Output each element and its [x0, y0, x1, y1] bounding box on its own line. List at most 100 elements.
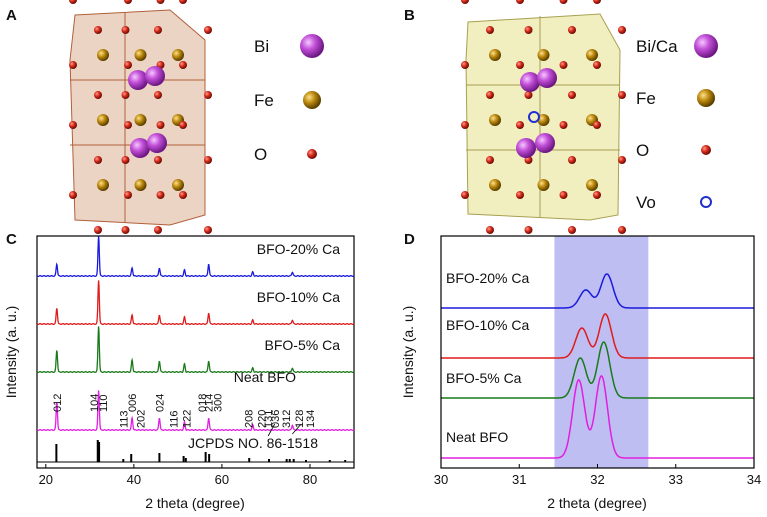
hkl-label: 036: [270, 410, 282, 428]
o-atom: [559, 0, 568, 4]
panel-c-plot: BFO-20% Ca BFO-10% Ca BFO-5% Ca Neat BFO JCP…: [36, 236, 355, 487]
xrd-line-bfo-10-ca: [36, 280, 355, 326]
hkl-label: 220: [257, 410, 269, 428]
o-atom: [568, 156, 576, 164]
o-atom: [121, 226, 130, 234]
panel-a-label: A: [6, 7, 17, 24]
o-atom: [154, 156, 162, 164]
panel-d-plot: BFO-20% Ca BFO-10% Ca BFO-5% Ca Neat BFO 30 3…: [434, 236, 761, 487]
o-atom: [524, 156, 533, 164]
panel-a: A Bi Fe O: [6, 0, 324, 234]
o-atom: [593, 191, 601, 199]
o-atom: [461, 0, 469, 4]
panel-d-label: D: [404, 231, 415, 248]
o-atom: [593, 121, 601, 129]
o-atom: [124, 0, 132, 4]
legend-symbol-bi: [300, 34, 324, 58]
o-atom: [559, 121, 568, 129]
panel-b-label: B: [404, 7, 415, 24]
panel-c-ylabel: Intensity (a. u.): [3, 306, 19, 399]
o-atom: [156, 121, 165, 129]
o-atom: [121, 26, 130, 34]
o-atom: [94, 156, 102, 164]
hkl-label: 134: [305, 410, 317, 428]
legend-symbol-o: [307, 149, 317, 159]
x-tick-label: 80: [303, 472, 317, 487]
series-label: BFO-5% Ca: [446, 370, 522, 386]
hkl-label: 214: [204, 394, 216, 412]
hkl-label: 012: [52, 394, 64, 412]
hkl-label: 208: [243, 410, 255, 428]
panel-b: B Bi/Ca Fe O Vo: [404, 0, 718, 234]
o-atom: [124, 121, 132, 129]
panel-c: C BFO-20% Ca BFO-10% Ca BFO-5% Ca Neat BFO J…: [3, 231, 355, 511]
fe-atom: [537, 49, 550, 61]
fe-atom: [97, 114, 109, 126]
x-tick-label: 33: [669, 472, 683, 487]
legend-label-bica: Bi/Ca: [636, 37, 678, 56]
o-atom: [179, 61, 187, 69]
panel-c-frame: [36, 235, 355, 469]
legend-symbol-bica: [694, 34, 718, 58]
crystal-structure-b: [461, 0, 626, 234]
o-atom: [568, 91, 576, 99]
o-atom: [154, 26, 162, 34]
o-atom: [156, 0, 165, 4]
zoom-line-bfo-20-ca: [441, 273, 754, 309]
o-atom: [486, 226, 494, 234]
o-atom: [593, 0, 601, 4]
hkl-arrow: [292, 423, 302, 435]
legend-label-fe: Fe: [636, 89, 656, 108]
fe-atom: [537, 179, 550, 191]
o-atom: [124, 61, 132, 69]
o-atom: [618, 156, 626, 164]
legend-label-o: O: [254, 145, 267, 164]
fe-atom: [97, 49, 109, 61]
o-atom: [179, 121, 187, 129]
hkl-label: 312: [281, 410, 293, 428]
o-atom: [461, 61, 469, 69]
o-atom: [524, 26, 533, 34]
x-tick-label: 60: [215, 472, 229, 487]
o-atom: [461, 191, 469, 199]
hkl-label: 024: [154, 394, 166, 412]
fe-atom: [172, 49, 184, 61]
fe-atom: [134, 114, 147, 126]
hkl-label: 110: [98, 394, 110, 412]
series-label: BFO-10% Ca: [446, 317, 529, 333]
legend-symbol-fe: [303, 91, 321, 109]
xrd-line-neat-bfo: [36, 390, 355, 432]
o-atom: [154, 226, 162, 234]
o-atom: [568, 26, 576, 34]
hkl-arrow: [267, 423, 276, 437]
hkl-label: 018: [197, 394, 209, 412]
fe-atom: [489, 114, 501, 126]
o-atom: [568, 226, 576, 234]
x-tick-label: 32: [590, 472, 604, 487]
x-tick-label: 40: [127, 472, 141, 487]
fe-atom: [586, 179, 598, 191]
panel-d-frame: [440, 235, 755, 469]
legend-label-o: O: [636, 141, 649, 160]
legend-symbol-fe: [697, 89, 715, 107]
o-atom: [124, 191, 132, 199]
o-atom: [94, 91, 102, 99]
o-atom: [94, 226, 102, 234]
o-atom: [69, 191, 77, 199]
o-atom: [524, 91, 533, 99]
panel-d-xlabel: 2 theta (degree): [547, 495, 647, 511]
hkl-label: 113: [118, 410, 130, 428]
hkl-label: 128: [294, 410, 306, 428]
fe-atom: [134, 49, 147, 61]
o-atom: [121, 91, 130, 99]
o-atom: [618, 226, 626, 234]
legend-symbol-vo: [700, 196, 712, 208]
o-atom: [94, 26, 102, 34]
legend-b: Bi/Ca Fe O Vo: [636, 34, 718, 212]
legend-label-fe: Fe: [254, 91, 274, 110]
o-atom: [156, 191, 165, 199]
x-tick-label: 20: [39, 472, 53, 487]
panel-c-label: C: [6, 231, 17, 248]
o-atom: [559, 191, 568, 199]
